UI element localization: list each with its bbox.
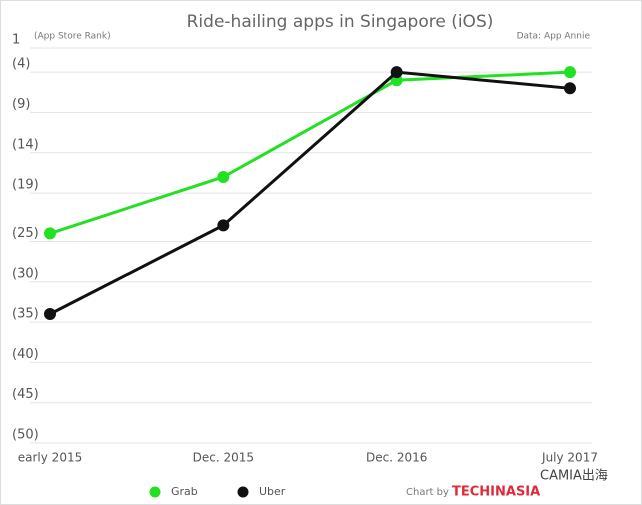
point [217,170,230,183]
y-tick-label: 1 [12,33,20,48]
legend-marker [149,486,161,498]
legend-label: Uber [259,485,286,498]
watermark: CAMIA出海 [540,469,608,484]
point [44,227,56,240]
logo: TECHINASIA [452,485,540,500]
series-line [49,70,571,235]
y-tick-label: (4) [12,57,30,72]
y-tick-label: (45) [12,387,39,402]
legend-marker [237,486,249,498]
x-tick-label: early 2015 [18,451,82,465]
x-tick-label: Dec. 2015 [193,451,254,465]
y-tick-label: (30) [12,266,39,281]
x-tick-label: Dec. 2016 [366,451,427,465]
legend-label: Grab [171,485,198,498]
source: Data: App Annie [517,32,591,42]
y-tick-label: (14) [12,137,39,152]
point [564,66,576,79]
x-tick-label: July 2017 [541,451,598,465]
chart-title: Ride-hailing apps in Singapore (iOS) [187,12,494,32]
y-axis-label: (App Store Rank) [34,32,111,42]
y-tick-label: (40) [12,347,39,362]
y-tick-label: (35) [12,307,39,322]
y-tick-label: (9) [12,97,30,112]
point [217,219,230,232]
point [564,82,576,95]
y-tick-label: (50) [12,428,39,443]
point [44,308,56,321]
y-tick-label: (19) [12,178,39,193]
point [390,66,403,79]
series-line [49,70,571,316]
y-tick-label: (25) [12,226,39,241]
credit: Chart by [406,487,449,498]
